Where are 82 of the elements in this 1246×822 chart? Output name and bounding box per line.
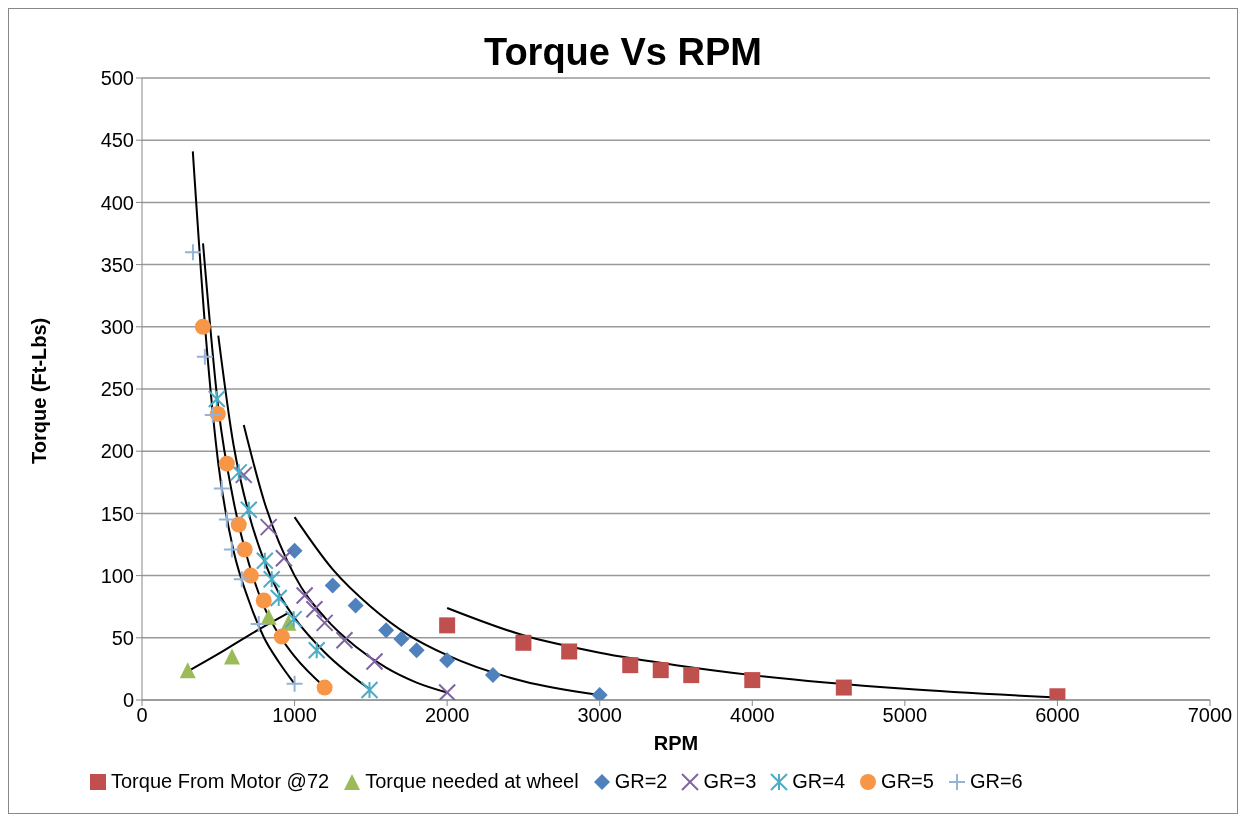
- point: [360, 681, 379, 700]
- y-tick-label: 50: [111, 626, 134, 649]
- point: [242, 567, 259, 584]
- point: [324, 577, 341, 594]
- point: [234, 465, 253, 484]
- line-series: [242, 424, 449, 694]
- legend-label: Torque needed at wheel: [365, 770, 579, 793]
- x-tick-label: 4000: [730, 704, 775, 727]
- x-tick-label: 1000: [272, 704, 317, 727]
- point: [286, 542, 303, 559]
- point: [217, 510, 236, 529]
- point: [274, 549, 293, 568]
- line-series: [191, 150, 296, 685]
- y-tick-label: 0: [122, 689, 134, 712]
- point: [194, 318, 211, 335]
- x-tick-label: 6000: [1035, 704, 1080, 727]
- point: [347, 597, 364, 614]
- x-tick-label: 5000: [882, 704, 928, 727]
- point: [212, 479, 231, 498]
- point: [378, 622, 395, 639]
- legend-label: GR=4: [792, 770, 846, 793]
- point: [259, 518, 278, 537]
- point: [439, 617, 456, 634]
- point: [365, 652, 384, 671]
- x-tick-label: 0: [136, 704, 148, 727]
- point: [183, 243, 202, 262]
- point: [236, 541, 253, 558]
- point: [408, 642, 425, 659]
- legend-label: GR=3: [703, 770, 757, 793]
- point: [835, 679, 852, 696]
- x-tick-label: 3000: [577, 704, 622, 727]
- y-axis-title: Torque (Ft-Lbs): [28, 317, 51, 464]
- point: [315, 613, 334, 632]
- point: [305, 600, 324, 619]
- point: [273, 628, 290, 645]
- point: [744, 672, 761, 689]
- point: [622, 657, 639, 674]
- point: [260, 608, 277, 625]
- point: [561, 643, 578, 660]
- point: [438, 683, 457, 700]
- point: [249, 615, 268, 634]
- point: [683, 667, 700, 684]
- point: [316, 679, 333, 696]
- point: [195, 347, 214, 366]
- y-tick-label: 500: [100, 67, 134, 90]
- point: [239, 500, 258, 519]
- point: [207, 389, 226, 408]
- point: [255, 592, 272, 609]
- point: [224, 648, 241, 665]
- point: [230, 516, 247, 533]
- point: [285, 674, 304, 693]
- x-tick-label: 2000: [424, 704, 470, 727]
- point: [229, 463, 248, 482]
- y-tick-label: 200: [100, 440, 134, 463]
- chart-title: Torque Vs RPM: [484, 31, 762, 73]
- y-tick-label: 300: [100, 315, 134, 338]
- point: [335, 631, 354, 650]
- legend-label: Torque From Motor @72: [111, 770, 330, 793]
- point: [232, 570, 251, 589]
- point: [284, 610, 303, 629]
- y-tick-label: 450: [100, 129, 134, 152]
- point: [393, 631, 410, 648]
- x-tick-label: 7000: [1187, 704, 1233, 727]
- y-tick-label: 100: [100, 564, 134, 587]
- y-tick-label: 250: [100, 378, 134, 401]
- point: [179, 662, 196, 679]
- y-tick-label: 150: [100, 502, 134, 525]
- legend-label: GR=5: [881, 770, 934, 793]
- point: [203, 406, 222, 425]
- y-tick-label: 400: [100, 191, 134, 214]
- point: [439, 652, 456, 669]
- point: [307, 641, 326, 660]
- x-axis-title: RPM: [653, 732, 699, 754]
- legend-label: GR=2: [614, 770, 668, 793]
- point: [484, 667, 501, 684]
- point: [295, 586, 314, 605]
- point: [222, 540, 241, 559]
- point: [515, 634, 532, 651]
- y-tick-label: 350: [100, 253, 134, 276]
- point: [218, 455, 235, 472]
- legend-label: GR=6: [969, 770, 1023, 793]
- point: [652, 662, 669, 679]
